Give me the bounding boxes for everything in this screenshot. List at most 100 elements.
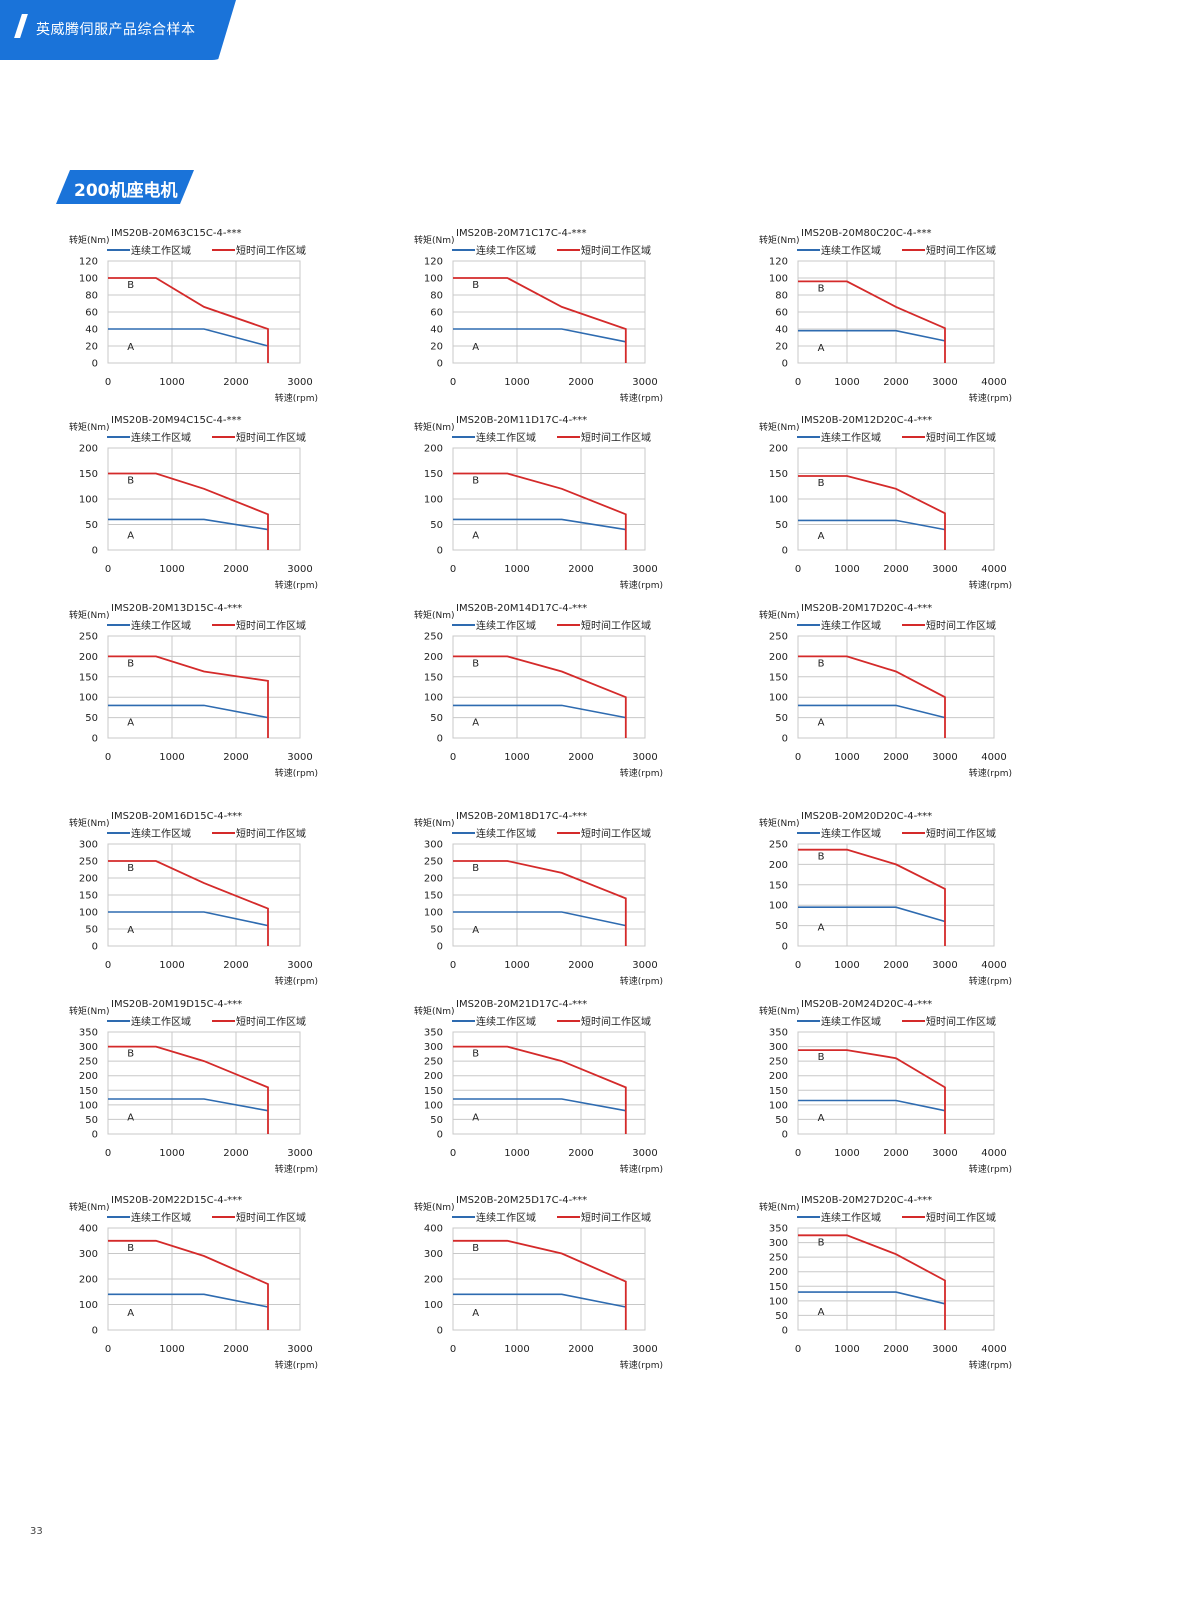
legend-continuous-label: 连续工作区域 [476, 827, 536, 840]
chart-title: IMS20B-20M94C15C-4-*** [111, 415, 241, 426]
chart-svg: IMS20B-20M14D17C-4-***转矩(Nm) 连续工作区域 短时间工作区… [414, 603, 663, 779]
region-a-label: A [818, 531, 825, 542]
y-tick-label: 200 [769, 1267, 788, 1278]
legend-continuous-label: 连续工作区域 [476, 431, 536, 444]
x-tick-label: 3000 [932, 752, 957, 763]
plot-frame [797, 635, 995, 739]
y-tick-label: 0 [782, 1130, 788, 1141]
torque-speed-chart: IMS20B-20M25D17C-4-*** 转矩(Nm) 连续工作区域 短时间工作区… [400, 1192, 700, 1377]
plot-frame [452, 260, 646, 364]
y-tick-label: 100 [79, 495, 98, 506]
plot-frame [452, 447, 646, 551]
x-axis-label: 转速(rpm) [969, 392, 1012, 404]
y-axis-label: 转矩(Nm) [69, 1005, 110, 1017]
continuous-curve [453, 911, 626, 927]
y-tick-label: 200 [424, 874, 443, 885]
y-tick-label: 350 [769, 1224, 788, 1235]
y-tick-label: 200 [769, 444, 788, 455]
region-b-label: B [127, 658, 134, 669]
torque-speed-chart: IMS20B-20M71C17C-4-*** 转矩(Nm) 连续工作区域 短时间工作区… [400, 225, 700, 410]
x-axis-label: 转速(rpm) [620, 392, 663, 404]
y-tick-label: 0 [437, 359, 443, 370]
x-axis-label: 转速(rpm) [275, 1163, 318, 1175]
x-tick-label: 1000 [159, 960, 184, 971]
region-a-label: A [818, 343, 825, 354]
chart-title: IMS20B-20M18D17C-4-*** [456, 811, 587, 822]
x-tick-label: 1000 [159, 377, 184, 388]
x-axis-label: 转速(rpm) [969, 767, 1012, 779]
legend-short-label: 短时间工作区域 [581, 244, 651, 257]
header-title: 英威腾伺服产品综合样本 [36, 22, 196, 38]
y-tick-label: 150 [769, 672, 788, 683]
y-tick-label: 300 [79, 1042, 98, 1053]
legend-short-label: 短时间工作区域 [926, 431, 996, 444]
chart-svg: IMS20B-20M22D15C-4-***转矩(Nm) 连续工作区域 短时间工作区… [69, 1195, 318, 1371]
legend-short-label: 短时间工作区域 [236, 827, 306, 840]
x-tick-label: 3000 [932, 1148, 957, 1159]
y-tick-label: 150 [79, 672, 98, 683]
x-tick-label: 2000 [883, 1344, 908, 1355]
chart-svg: IMS20B-20M18D17C-4-***转矩(Nm) 连续工作区域 短时间工作区… [414, 811, 663, 987]
y-axis-label: 转矩(Nm) [69, 609, 110, 621]
x-axis-label: 转速(rpm) [620, 579, 663, 591]
x-tick-label: 2000 [568, 960, 593, 971]
y-tick-label: 250 [79, 1057, 98, 1068]
chart-title: IMS20B-20M12D20C-4-*** [801, 415, 932, 426]
x-tick-label: 1000 [504, 960, 529, 971]
continuous-curve [798, 1099, 946, 1112]
torque-speed-chart: IMS20B-20M13D15C-4-*** 转矩(Nm) 连续工作区域 短时间工作区… [55, 600, 355, 785]
region-a-label: A [127, 718, 134, 729]
y-tick-label: 150 [769, 880, 788, 891]
y-tick-label: 100 [424, 274, 443, 285]
y-tick-label: 200 [79, 874, 98, 885]
x-tick-label: 3000 [932, 960, 957, 971]
region-b-label: B [818, 1237, 825, 1248]
y-tick-label: 250 [769, 632, 788, 643]
chart-svg: IMS20B-20M16D15C-4-***转矩(Nm) 连续工作区域 短时间工作区… [69, 811, 318, 987]
y-tick-label: 0 [437, 734, 443, 745]
chart-title: IMS20B-20M13D15C-4-*** [111, 603, 242, 614]
chart-svg: IMS20B-20M24D20C-4-***转矩(Nm) 连续工作区域 短时间工作区… [759, 999, 1012, 1175]
chart-svg: IMS20B-20M94C15C-4-***转矩(Nm) 连续工作区域 短时间工作区… [69, 415, 318, 591]
short-time-curve [453, 277, 627, 363]
x-tick-label: 2000 [223, 564, 248, 575]
x-tick-label: 1000 [504, 564, 529, 575]
region-a-label: A [818, 718, 825, 729]
x-axis-label: 转速(rpm) [275, 767, 318, 779]
legend-short-label: 短时间工作区域 [926, 827, 996, 840]
legend-continuous-label: 连续工作区域 [821, 827, 881, 840]
chart-svg: IMS20B-20M80C20C-4-***转矩(Nm) 连续工作区域 短时间工作区… [759, 228, 1012, 404]
y-tick-label: 200 [424, 444, 443, 455]
region-a-label: A [127, 925, 134, 936]
short-time-curve [798, 848, 946, 946]
y-tick-label: 0 [92, 1326, 98, 1337]
y-tick-label: 200 [424, 1275, 443, 1286]
y-tick-label: 150 [769, 1086, 788, 1097]
x-tick-label: 2000 [568, 377, 593, 388]
region-b-label: B [472, 1243, 479, 1254]
chart-title: IMS20B-20M20D20C-4-*** [801, 811, 932, 822]
y-tick-label: 50 [430, 1115, 443, 1126]
chart-svg: IMS20B-20M12D20C-4-***转矩(Nm) 连续工作区域 短时间工作区… [759, 415, 1012, 591]
x-axis-label: 转速(rpm) [620, 975, 663, 987]
page-number: 33 [30, 1526, 43, 1537]
y-tick-label: 50 [85, 925, 98, 936]
torque-speed-chart: IMS20B-20M14D17C-4-*** 转矩(Nm) 连续工作区域 短时间工作区… [400, 600, 700, 785]
continuous-curve [108, 328, 269, 347]
y-tick-label: 100 [79, 1300, 98, 1311]
torque-speed-chart: IMS20B-20M24D20C-4-*** 转矩(Nm) 连续工作区域 短时间工作区… [745, 996, 1045, 1181]
torque-speed-chart: IMS20B-20M94C15C-4-*** 转矩(Nm) 连续工作区域 短时间工作区… [55, 412, 355, 597]
y-tick-label: 200 [79, 444, 98, 455]
legend-short-label: 短时间工作区域 [236, 244, 306, 257]
legend-continuous-label: 连续工作区域 [476, 1211, 536, 1224]
y-tick-label: 300 [424, 1042, 443, 1053]
y-tick-label: 250 [424, 1057, 443, 1068]
y-tick-label: 0 [92, 546, 98, 557]
continuous-curve [798, 1291, 946, 1305]
y-tick-label: 60 [85, 308, 98, 319]
y-axis-label: 转矩(Nm) [759, 817, 800, 829]
legend-continuous-label: 连续工作区域 [131, 431, 191, 444]
plot-frame [107, 447, 301, 551]
y-tick-label: 100 [769, 693, 788, 704]
continuous-curve [453, 1293, 626, 1308]
